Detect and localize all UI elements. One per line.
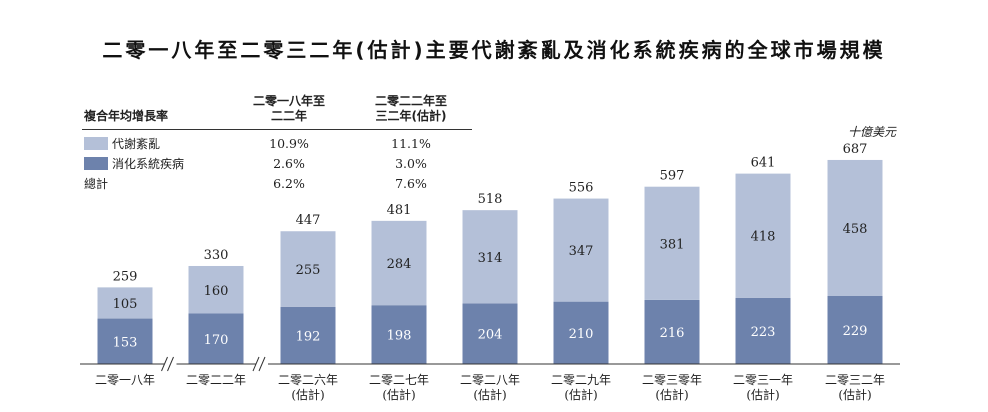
bar-segment-digestive bbox=[827, 295, 883, 364]
data-label-metabolic: 105 bbox=[113, 297, 138, 312]
data-label-digestive: 192 bbox=[296, 329, 321, 344]
cagr-header-label: 複合年均增長率 bbox=[82, 90, 228, 130]
x-tick-label: 二零二六年 bbox=[278, 373, 338, 387]
data-label-metabolic: 255 bbox=[296, 263, 321, 278]
data-label-total: 687 bbox=[843, 142, 868, 157]
legend-swatch bbox=[84, 156, 108, 170]
bar-segment-metabolic bbox=[553, 198, 609, 302]
x-tick-label: (估計) bbox=[291, 387, 324, 402]
cagr-row: 代謝紊亂 10.9% 11.1% bbox=[82, 130, 472, 154]
bar-segment-digestive bbox=[97, 318, 153, 364]
cagr-col2-header: 二零二二年至 三二年(估計) bbox=[350, 90, 472, 130]
data-label-metabolic: 314 bbox=[478, 251, 503, 266]
data-label-total: 481 bbox=[387, 203, 412, 218]
data-label-total: 556 bbox=[569, 181, 594, 196]
x-tick-label: 二零一八年 bbox=[95, 373, 155, 387]
chart-title: 二零一八年至二零三二年(估計)主要代謝紊亂及消化系統疾病的全球市場規模 bbox=[102, 38, 886, 62]
data-label-digestive: 153 bbox=[113, 335, 138, 350]
bar-segment-digestive bbox=[371, 305, 427, 364]
data-label-total: 597 bbox=[660, 169, 685, 184]
x-tick-label: 二零三二年 bbox=[825, 373, 885, 387]
bar-segment-digestive bbox=[188, 313, 244, 364]
legend-swatch bbox=[84, 136, 108, 150]
cagr-value: 7.6% bbox=[395, 175, 427, 191]
cagr-value: 10.9% bbox=[269, 135, 309, 151]
data-label-metabolic: 284 bbox=[387, 257, 412, 272]
data-label-metabolic: 347 bbox=[569, 244, 594, 259]
data-label-total: 330 bbox=[204, 248, 229, 263]
axis-break-mark bbox=[161, 356, 168, 372]
data-label-digestive: 229 bbox=[843, 324, 868, 339]
bar-segment-digestive bbox=[553, 301, 609, 364]
data-label-digestive: 223 bbox=[751, 325, 776, 340]
bar-segment-metabolic bbox=[280, 231, 336, 307]
bar-segment-digestive bbox=[644, 299, 700, 364]
cagr-table: 複合年均增長率 二零一八年至 二二年 二零二二年至 三二年(估計) 代謝紊亂 10.9… bbox=[82, 90, 472, 193]
data-label-total: 259 bbox=[113, 269, 138, 284]
x-tick-label: (估計) bbox=[564, 387, 597, 402]
bar-segment-metabolic bbox=[735, 173, 791, 298]
bar-segment-metabolic bbox=[462, 210, 518, 304]
bar-segment-metabolic bbox=[188, 265, 244, 314]
data-label-metabolic: 381 bbox=[660, 237, 685, 252]
data-label-digestive: 216 bbox=[660, 326, 685, 341]
x-tick-label: (估計) bbox=[473, 387, 506, 402]
data-label-metabolic: 160 bbox=[204, 284, 229, 299]
bar-segment-metabolic bbox=[371, 220, 427, 306]
x-tick-label: 二零三一年 bbox=[733, 373, 793, 387]
x-tick-label: (估計) bbox=[382, 387, 415, 402]
x-tick-label: (估計) bbox=[655, 387, 688, 402]
bar-segment-digestive bbox=[280, 306, 336, 364]
unit-label: 十億美元 bbox=[847, 125, 896, 139]
axis-break-mark bbox=[167, 356, 174, 372]
cagr-value: 11.1% bbox=[391, 135, 431, 151]
x-tick-label: 二零三零年 bbox=[642, 373, 702, 387]
axis-break-mark bbox=[258, 356, 266, 372]
data-label-digestive: 210 bbox=[569, 327, 594, 342]
x-tick-label: 二零二七年 bbox=[369, 373, 429, 387]
x-tick-label: 二零二九年 bbox=[551, 373, 611, 387]
data-label-metabolic: 418 bbox=[751, 230, 776, 245]
cagr-row: 總計 6.2% 7.6% bbox=[82, 173, 472, 193]
x-tick-label: (估計) bbox=[838, 387, 871, 402]
axis-break-mark bbox=[252, 356, 260, 372]
data-label-total: 447 bbox=[296, 213, 321, 228]
data-label-total: 518 bbox=[478, 192, 503, 207]
x-tick-label: (估計) bbox=[746, 387, 779, 402]
cagr-value: 3.0% bbox=[395, 155, 427, 171]
data-label-digestive: 198 bbox=[387, 329, 412, 344]
bar-segment-metabolic bbox=[644, 186, 700, 300]
bar-segment-metabolic bbox=[97, 287, 153, 319]
cagr-row: 消化系統疾病 2.6% 3.0% bbox=[82, 153, 472, 173]
bar-segment-metabolic bbox=[827, 159, 883, 296]
cagr-row-label: 代謝紊亂 bbox=[112, 136, 161, 151]
x-tick-label: 二零二二年 bbox=[186, 373, 246, 387]
data-label-digestive: 170 bbox=[204, 333, 229, 348]
cagr-value: 6.2% bbox=[273, 175, 305, 191]
cagr-value: 2.6% bbox=[273, 155, 305, 171]
x-tick-label: 二零二八年 bbox=[460, 373, 520, 387]
data-label-digestive: 204 bbox=[478, 328, 503, 343]
data-label-total: 641 bbox=[751, 156, 776, 171]
bar-segment-digestive bbox=[735, 297, 791, 364]
bar-segment-digestive bbox=[462, 303, 518, 364]
data-label-metabolic: 458 bbox=[843, 222, 868, 237]
cagr-row-label: 總計 bbox=[84, 176, 109, 191]
cagr-col1-header: 二零一八年至 二二年 bbox=[228, 90, 350, 130]
cagr-row-label: 消化系統疾病 bbox=[112, 156, 185, 171]
